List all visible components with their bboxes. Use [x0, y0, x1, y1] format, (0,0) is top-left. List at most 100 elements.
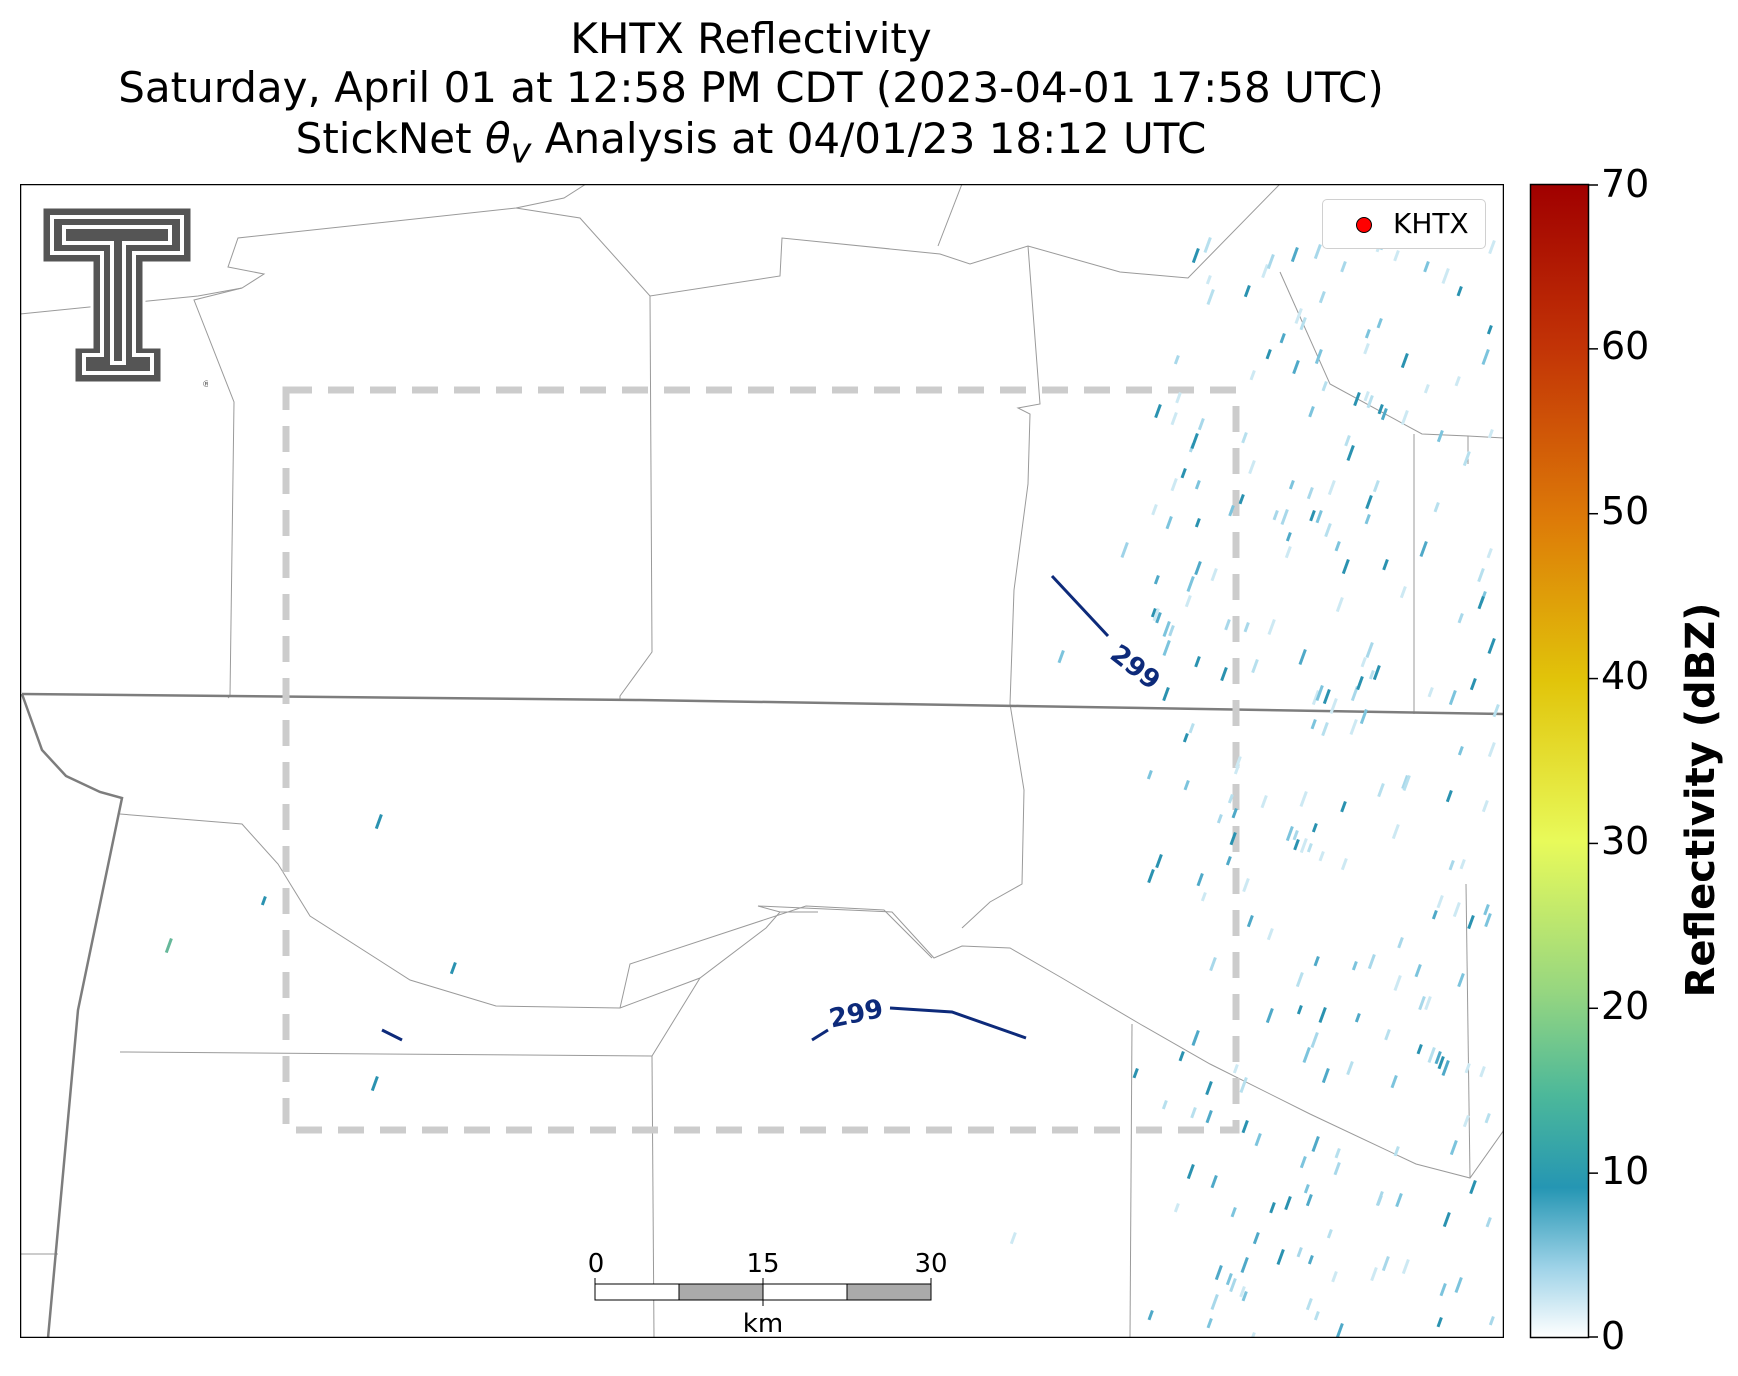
echo-cell: [1269, 1202, 1276, 1214]
echo-cell: [1302, 1047, 1311, 1064]
echo-cell: [1393, 1146, 1400, 1157]
echo-cell: [1436, 430, 1444, 443]
echo-cell: [1165, 515, 1173, 530]
state-line-tn-al: [21, 692, 1504, 716]
echo-cell: [1299, 791, 1308, 808]
echo-cell: [1418, 996, 1426, 1011]
echo-cell: [1295, 971, 1304, 988]
echo-cell: [1431, 910, 1438, 920]
colorbar-tick-10: 10: [1601, 1149, 1650, 1193]
echo-cell: [1401, 1259, 1410, 1275]
echo-cell: [374, 813, 383, 830]
echo-cell: [1354, 1013, 1361, 1023]
echo-cell: [1153, 575, 1160, 585]
echo-cell: [1303, 1184, 1310, 1194]
echo-cell: [1296, 1004, 1303, 1015]
echo-cell: [1341, 559, 1350, 575]
echo-cell: [1427, 686, 1434, 698]
echo-cell: [1436, 1317, 1443, 1328]
echo-cell: [1298, 649, 1307, 666]
echo-cell: [1168, 625, 1175, 637]
echo-cell: [1288, 480, 1295, 490]
echo-cell: [1433, 501, 1440, 513]
echo-cell: [1457, 972, 1465, 988]
echo-cell: [1308, 406, 1315, 418]
echo-cell: [1365, 495, 1373, 510]
colorbar-tick-0: 0: [1601, 1314, 1626, 1358]
echo-cell: [1272, 509, 1279, 521]
echo-cell: [1481, 349, 1490, 366]
echo-cell: [1488, 1316, 1495, 1326]
echo-cell: [1299, 317, 1307, 331]
echo-cell: [1210, 568, 1218, 582]
echo-cell: [1442, 1212, 1451, 1228]
theta-symbol: θ: [484, 114, 511, 163]
echo-cell: [1242, 877, 1250, 893]
echo-cell: [1441, 267, 1450, 285]
echo-cell: [1486, 548, 1493, 559]
scale-unit: km: [742, 1309, 784, 1339]
echo-cell: [1484, 913, 1492, 928]
echo-cell: [1292, 830, 1299, 841]
echo-cell: [1307, 1255, 1314, 1265]
echo-cell: [1457, 745, 1464, 756]
echo-cell: [1351, 960, 1358, 971]
echo-cell: [1400, 410, 1409, 426]
echo-cell: [1469, 678, 1477, 691]
echo-cell: [1321, 380, 1328, 392]
echo-cell: [1191, 1030, 1200, 1047]
county-line: [515, 184, 1281, 297]
echo-cell: [1214, 1265, 1223, 1281]
echo-cell: [1324, 522, 1332, 538]
echo-cell: [1194, 518, 1201, 528]
echo-cell: [1462, 1115, 1470, 1128]
echo-cell: [1183, 780, 1190, 791]
map-frame: [20, 184, 1504, 1338]
echo-cell: [1173, 355, 1180, 365]
echo-cell: [1353, 392, 1361, 407]
echo-cell: [1305, 1194, 1313, 1207]
echo-cell: [1162, 640, 1171, 657]
echo-cell: [1234, 755, 1242, 769]
county-line: [1465, 883, 1471, 1179]
scale-label-15: 15: [746, 1249, 780, 1279]
echo-cell: [1057, 650, 1065, 664]
echo-cell: [1232, 1064, 1239, 1074]
echo-cell: [1477, 595, 1485, 610]
map-title: KHTX Reflectivity: [570, 14, 932, 63]
echo-cell: [1284, 1196, 1292, 1211]
echo-cell: [1248, 459, 1256, 475]
county-line: [1467, 435, 1504, 439]
echo-cell: [1486, 325, 1493, 335]
echo-cell: [1147, 1310, 1154, 1321]
echo-cell: [1380, 408, 1388, 421]
county-line: [961, 245, 1041, 929]
echo-cell: [1449, 1140, 1458, 1156]
echo-cell: [1477, 568, 1485, 583]
echo-cell: [1293, 839, 1300, 851]
echo-cell: [1370, 1267, 1378, 1282]
echo-cell: [1397, 937, 1404, 949]
map-background: [20, 184, 1504, 1338]
echo-cell: [1009, 1232, 1017, 1245]
analysis-prefix: StickNet: [295, 114, 485, 163]
echo-cell: [1254, 1133, 1262, 1147]
echo-cell: [1326, 1229, 1333, 1239]
echo-cell: [1382, 559, 1389, 571]
echo-cell: [1294, 308, 1303, 325]
echo-cell: [1170, 411, 1178, 426]
echo-cell: [1299, 1156, 1307, 1169]
echo-cell: [1151, 503, 1158, 516]
state-boundary: [20, 692, 1504, 1338]
echo-cell: [1196, 872, 1204, 887]
echo-cell: [1315, 509, 1323, 524]
echo-cell: [1376, 317, 1383, 329]
echo-cell: [1314, 349, 1323, 365]
county-line: [119, 813, 818, 1009]
echo-cell: [1360, 657, 1367, 668]
echo-cell: [1414, 964, 1422, 978]
echo-cell: [1184, 595, 1192, 608]
colorbar-tick-70: 70: [1601, 162, 1650, 206]
echo-cell: [1205, 275, 1212, 285]
echo-cell: [1483, 904, 1490, 916]
